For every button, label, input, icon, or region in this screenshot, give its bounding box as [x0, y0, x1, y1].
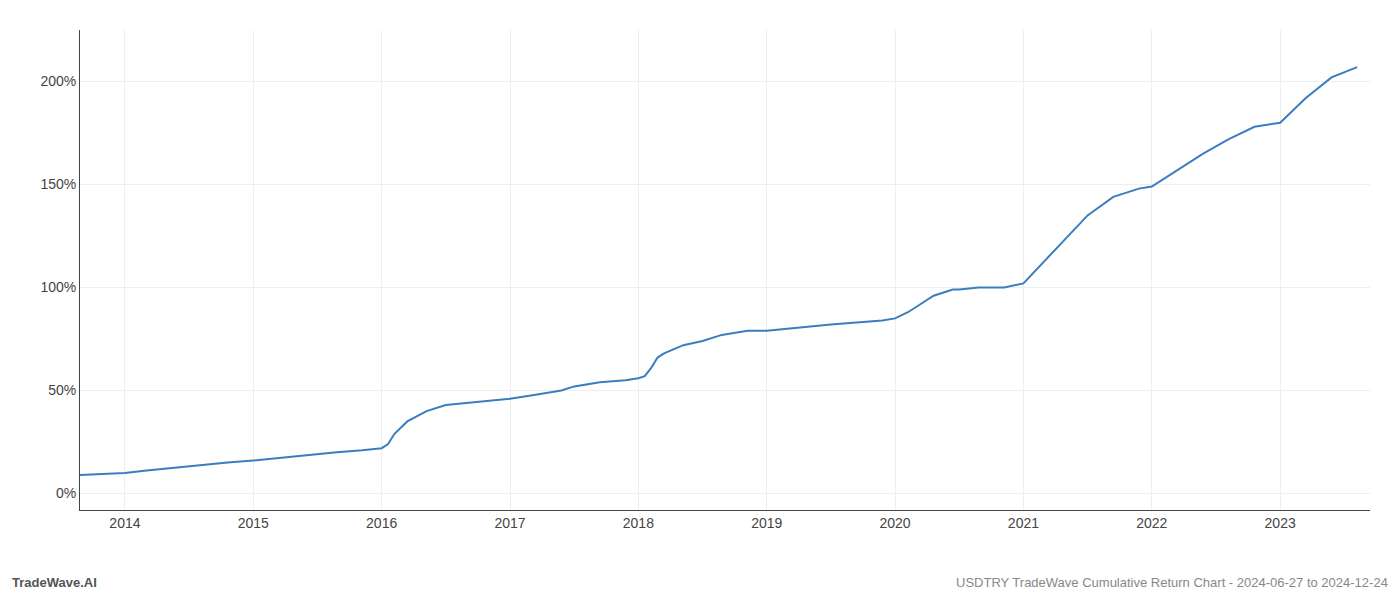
svg-text:2015: 2015	[238, 515, 269, 531]
svg-text:100%: 100%	[40, 279, 76, 295]
svg-text:USDTRY TradeWave Cumulative Re: USDTRY TradeWave Cumulative Return Chart…	[956, 575, 1388, 590]
svg-text:150%: 150%	[40, 176, 76, 192]
svg-text:2020: 2020	[879, 515, 910, 531]
svg-text:TradeWave.AI: TradeWave.AI	[12, 575, 97, 590]
svg-text:2022: 2022	[1136, 515, 1167, 531]
svg-text:2019: 2019	[751, 515, 782, 531]
svg-text:2016: 2016	[366, 515, 397, 531]
svg-text:200%: 200%	[40, 73, 76, 89]
svg-text:2018: 2018	[623, 515, 654, 531]
svg-text:2014: 2014	[109, 515, 140, 531]
svg-text:2017: 2017	[494, 515, 525, 531]
svg-text:2023: 2023	[1265, 515, 1296, 531]
svg-text:0%: 0%	[56, 485, 76, 501]
svg-text:50%: 50%	[48, 382, 76, 398]
svg-text:2021: 2021	[1008, 515, 1039, 531]
